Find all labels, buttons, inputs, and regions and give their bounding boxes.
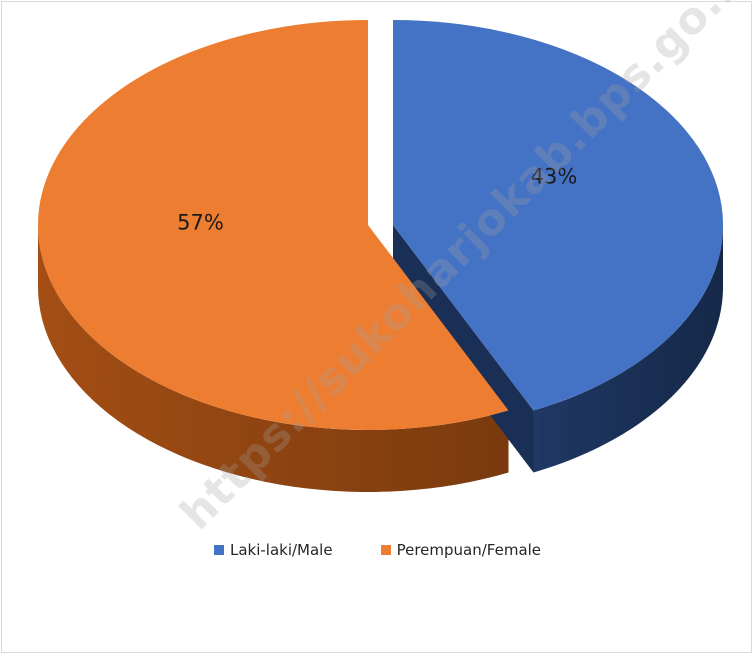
legend-item-female: Perempuan/Female: [380, 541, 542, 559]
pie-slice-female: [38, 20, 509, 430]
legend-label-female: Perempuan/Female: [396, 541, 542, 559]
legend-swatch-male: [213, 545, 224, 555]
legend-label-male: Laki-laki/Male: [229, 541, 333, 559]
pie-side-male: [533, 225, 723, 473]
legend-swatch-female: [380, 545, 391, 555]
pie-side-female: [38, 225, 509, 492]
chart-legend: Laki-laki/Male Perempuan/Female: [0, 541, 755, 559]
legend-item-male: Laki-laki/Male: [213, 541, 333, 559]
pie-label-male: 43%: [531, 165, 578, 189]
pie-label-female: 57%: [177, 210, 224, 234]
pie-slice-male: [393, 19, 724, 411]
